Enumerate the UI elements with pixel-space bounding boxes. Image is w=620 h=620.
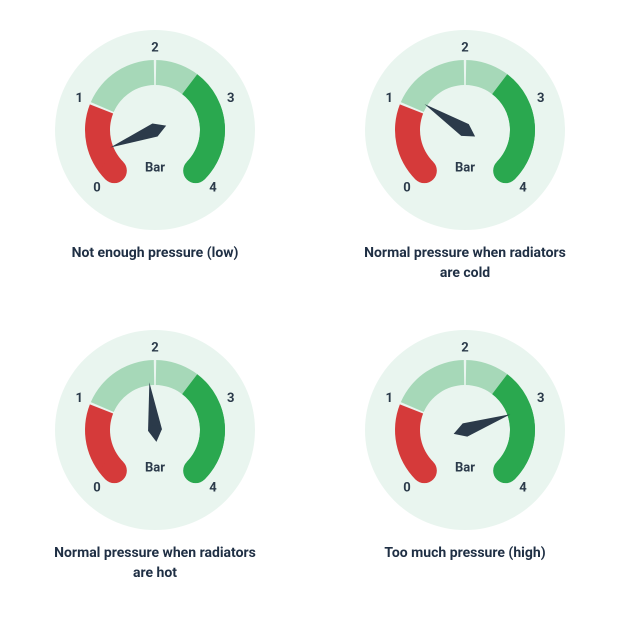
gauge-cell: 0 1 2 3 4 Bar Too much pressure (high)	[350, 330, 580, 564]
gauge-endcap	[183, 158, 208, 183]
gauge-circle: 0 1 2 3 4 Bar	[365, 30, 565, 230]
gauge-unit-label: Bar	[455, 460, 475, 475]
gauge-circle: 0 1 2 3 4 Bar	[55, 30, 255, 230]
gauge-tick-label: 1	[76, 391, 83, 406]
gauge-caption: Too much pressure (high)	[384, 544, 545, 564]
gauge-caption: Normal pressure when radiators are cold	[355, 244, 575, 283]
gauge-tick-label: 2	[461, 40, 468, 55]
gauge-endcap	[183, 458, 208, 483]
gauge-unit-label: Bar	[455, 160, 475, 175]
gauge-segment	[91, 360, 154, 412]
gauge-tick-label: 1	[386, 91, 393, 106]
gauge-tick-label: 3	[537, 391, 544, 406]
gauge-tick-label: 2	[461, 340, 468, 355]
gauge-tick-label: 4	[209, 480, 217, 495]
gauge: 0 1 2 3 4 Bar	[55, 30, 255, 230]
gauge-cell: 0 1 2 3 4 Bar Normal pressure when radiators a…	[40, 330, 270, 583]
gauge-caption: Not enough pressure (low)	[72, 244, 239, 264]
gauge-endcap	[412, 158, 437, 183]
gauge: 0 1 2 3 4 Bar	[365, 30, 565, 230]
gauge-hub	[460, 425, 470, 435]
gauge-caption: Normal pressure when radiators are hot	[45, 544, 265, 583]
gauge-cell: 0 1 2 3 4 Bar Not enough pressure (low)	[40, 30, 270, 264]
gauge-tick-label: 2	[151, 40, 158, 55]
gauge-cell: 0 1 2 3 4 Bar Normal pressure when radiators a…	[350, 30, 580, 283]
gauge-tick-label: 2	[151, 340, 158, 355]
gauge-endcap	[412, 458, 437, 483]
gauge: 0 1 2 3 4 Bar	[365, 330, 565, 530]
gauge-tick-label: 4	[519, 180, 527, 195]
gauge-tick-label: 3	[227, 91, 234, 106]
gauge-segment	[91, 60, 154, 112]
gauge-tick-label: 3	[227, 391, 234, 406]
gauge-circle: 0 1 2 3 4 Bar	[365, 330, 565, 530]
gauge-hub	[460, 125, 470, 135]
gauge-tick-label: 0	[93, 180, 100, 195]
gauge-tick-label: 0	[93, 480, 100, 495]
gauge-endcap	[493, 158, 518, 183]
gauge-tick-label: 4	[209, 180, 217, 195]
gauge-segment	[401, 60, 464, 112]
gauge-hub	[150, 125, 160, 135]
gauge-unit-label: Bar	[145, 460, 165, 475]
gauge-unit-label: Bar	[145, 160, 165, 175]
gauge-endcap	[102, 158, 127, 183]
gauge-tick-label: 0	[403, 480, 410, 495]
gauge-endcap	[102, 458, 127, 483]
gauge-tick-label: 1	[76, 91, 83, 106]
gauge-grid: 0 1 2 3 4 Bar Not enough pressure (low) 0 1 2 3 4 Ba…	[0, 0, 620, 620]
gauge-segment	[401, 360, 464, 412]
gauge-tick-label: 0	[403, 180, 410, 195]
gauge-hub	[150, 425, 160, 435]
gauge-tick-label: 4	[519, 480, 527, 495]
gauge: 0 1 2 3 4 Bar	[55, 330, 255, 530]
gauge-circle: 0 1 2 3 4 Bar	[55, 330, 255, 530]
gauge-tick-label: 1	[386, 391, 393, 406]
gauge-endcap	[493, 458, 518, 483]
gauge-tick-label: 3	[537, 91, 544, 106]
